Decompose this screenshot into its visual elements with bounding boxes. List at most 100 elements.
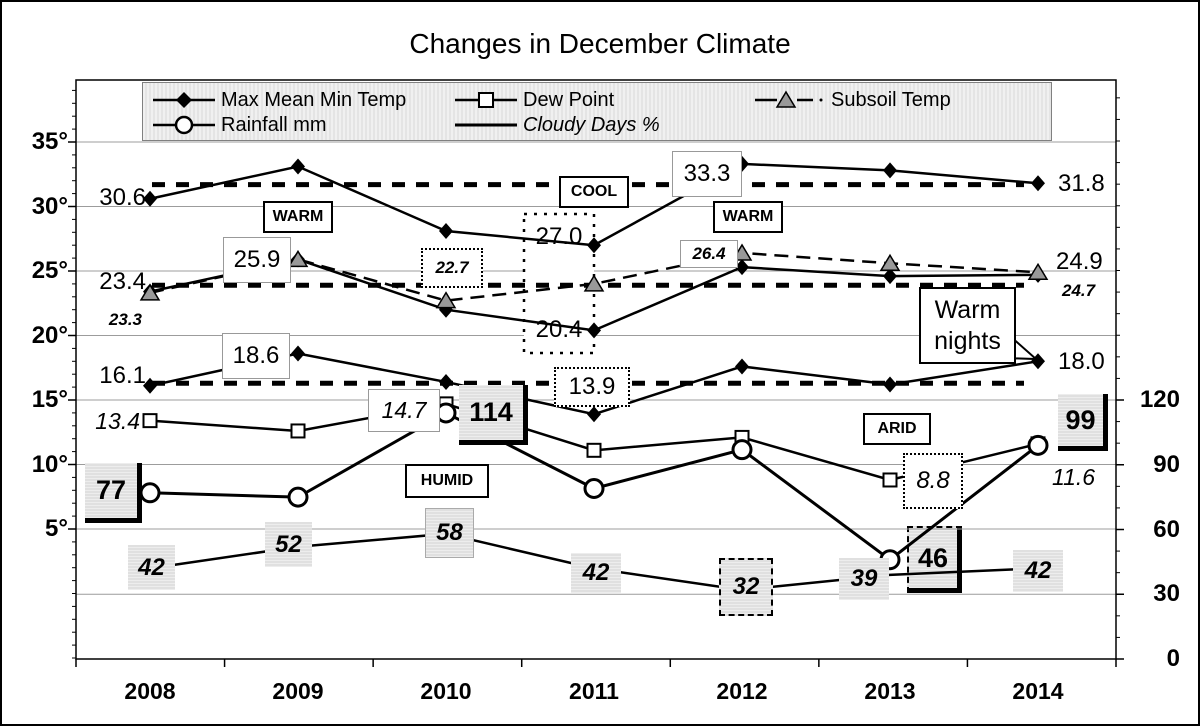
x-axis-tick-label: 2011 bbox=[569, 678, 619, 704]
circle-marker-icon bbox=[153, 115, 215, 135]
square-marker-icon bbox=[586, 442, 602, 458]
left-axis-tick-label: 5° bbox=[45, 515, 68, 542]
diamond-marker-icon bbox=[291, 158, 305, 175]
right-axis-tick-label: 30 bbox=[1153, 580, 1180, 608]
circle-marker-icon bbox=[1027, 434, 1049, 456]
label-cloudy-2012: 32 bbox=[719, 558, 773, 616]
x-axis-tick-label: 2012 bbox=[716, 678, 768, 704]
circle-marker-icon bbox=[583, 477, 605, 499]
legend-item-dew-point: Dew Point bbox=[455, 89, 614, 111]
label-max-2008: 30.6 bbox=[99, 184, 146, 211]
warm-nights-callout: Warm nights bbox=[919, 287, 1016, 364]
right-axis-tick-label: 60 bbox=[1153, 515, 1180, 543]
x-axis-tick-label: 2008 bbox=[124, 678, 176, 704]
label-subsoil-2012: 26.4 bbox=[680, 240, 738, 268]
legend-label-subsoil-temp: Subsoil Temp bbox=[831, 88, 951, 111]
label-cloudy-2008: 42 bbox=[128, 545, 175, 590]
label-mean-2014: 24.7 bbox=[1062, 281, 1096, 300]
label-arid-2013: ARID bbox=[863, 413, 931, 445]
legend-label-max-mean-min-temp: Max Mean Min Temp bbox=[221, 88, 407, 111]
label-dew-2010: 14.7 bbox=[368, 389, 440, 432]
right-axis-tick-label: 0 bbox=[1166, 645, 1180, 672]
diamond-marker-icon bbox=[883, 268, 897, 285]
right-axis-tick-label: 120 bbox=[1139, 386, 1180, 413]
legend-label-cloudy-days: Cloudy Days % bbox=[523, 113, 660, 136]
circle-marker-icon bbox=[139, 482, 161, 504]
diamond-marker-icon bbox=[587, 406, 601, 423]
label-mean-2011: 20.4 bbox=[535, 316, 583, 343]
left-axis-tick-label: 30° bbox=[31, 192, 68, 220]
label-dew-2013: 8.8 bbox=[903, 453, 963, 509]
left-axis-tick-label: 25° bbox=[31, 257, 68, 284]
diamond-marker-icon bbox=[883, 162, 897, 179]
label-warm-2009: WARM bbox=[263, 201, 333, 233]
diamond-marker-icon bbox=[587, 237, 601, 254]
diamond-marker-icon bbox=[153, 92, 215, 108]
triangle-marker-icon bbox=[435, 291, 457, 309]
diamond-marker-icon bbox=[143, 377, 157, 394]
diamond-marker-icon bbox=[735, 259, 749, 276]
diamond-marker-icon bbox=[143, 190, 157, 207]
legend-box: Max Mean Min Temp Dew Point Subsoil Temp… bbox=[142, 82, 1052, 141]
label-min-2014: 18.0 bbox=[1058, 348, 1105, 375]
label-humid-2010: HUMID bbox=[405, 464, 489, 498]
label-cloudy-2014: 42 bbox=[1013, 550, 1063, 592]
left-axis-tick-label: 15° bbox=[31, 386, 68, 413]
diamond-marker-icon bbox=[439, 373, 453, 390]
label-rain-2008: 77 bbox=[85, 463, 142, 523]
callout-line2: nights bbox=[934, 326, 1001, 355]
square-marker-icon bbox=[882, 472, 898, 488]
label-dew-2008: 13.4 bbox=[95, 407, 140, 434]
legend-item-max-mean-min-temp: Max Mean Min Temp bbox=[153, 89, 406, 111]
triangle-marker-icon bbox=[755, 90, 823, 108]
label-cloudy-2010: 58 bbox=[425, 508, 474, 558]
diamond-marker-icon bbox=[1031, 175, 1045, 192]
label-mean-2008: 23.4 bbox=[99, 268, 146, 295]
x-axis-tick-label: 2014 bbox=[1012, 678, 1064, 704]
x-axis-tick-label: 2009 bbox=[272, 678, 324, 704]
plot-border bbox=[75, 79, 1117, 660]
label-mean-2009: 25.9 bbox=[223, 237, 291, 283]
label-max-2011: 27.0 bbox=[535, 223, 583, 250]
label-subsoil-2010: 22.7 bbox=[421, 248, 483, 288]
diamond-marker-icon bbox=[883, 376, 897, 393]
diamond-marker-icon bbox=[587, 322, 601, 339]
label-max-2012: 33.3 bbox=[672, 151, 742, 197]
label-cloudy-2011: 42 bbox=[571, 553, 621, 593]
label-dew-2014: 11.6 bbox=[1052, 463, 1096, 490]
triangle-marker-icon bbox=[139, 283, 161, 301]
line-icon bbox=[455, 123, 517, 127]
diamond-marker-icon bbox=[291, 345, 305, 362]
label-rain-2013: 46 bbox=[907, 526, 962, 593]
label-warm-2012: WARM bbox=[713, 201, 783, 233]
x-axis-tick-label: 2013 bbox=[864, 678, 916, 704]
label-subsoil-2008: 23.3 bbox=[108, 310, 142, 329]
label-rain-2014: 99 bbox=[1058, 394, 1108, 451]
triangle-marker-icon bbox=[583, 274, 605, 292]
triangle-marker-icon bbox=[1027, 262, 1049, 281]
left-axis-tick-label: 10° bbox=[31, 450, 68, 478]
label-cool-2011: COOL bbox=[559, 176, 629, 208]
label-cloudy-2009: 52 bbox=[265, 522, 312, 567]
left-axis-tick-label: 20° bbox=[31, 321, 68, 349]
square-marker-icon bbox=[142, 413, 158, 429]
label-min-2008: 16.1 bbox=[99, 362, 146, 389]
right-axis-tick-label: 90 bbox=[1153, 450, 1180, 478]
legend-item-subsoil-temp: Subsoil Temp bbox=[755, 89, 951, 111]
square-marker-icon bbox=[455, 92, 517, 108]
square-marker-icon bbox=[290, 423, 306, 439]
circle-marker-icon bbox=[731, 439, 753, 461]
circle-marker-icon bbox=[287, 486, 309, 508]
x-axis-tick-label: 2010 bbox=[420, 678, 472, 704]
chart-title: Changes in December Climate bbox=[409, 28, 791, 59]
legend-item-cloudy-days: Cloudy Days % bbox=[455, 114, 660, 136]
diamond-marker-icon bbox=[439, 223, 453, 240]
callout-line1: Warm bbox=[934, 295, 1001, 324]
left-axis-tick-label: 35° bbox=[31, 128, 68, 155]
legend-item-rainfall: Rainfall mm bbox=[153, 114, 327, 136]
label-min-2011: 13.9 bbox=[554, 367, 630, 407]
label-max-2014: 31.8 bbox=[1058, 170, 1105, 197]
label-subsoil-2014: 24.9 bbox=[1056, 248, 1103, 275]
triangle-marker-icon bbox=[287, 249, 309, 268]
